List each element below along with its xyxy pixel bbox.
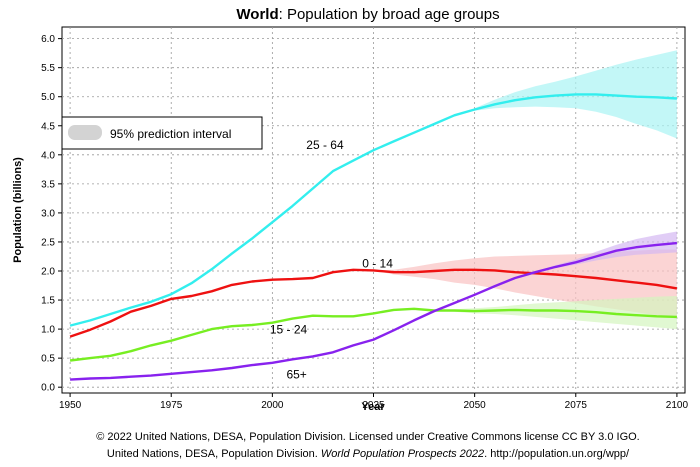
y-tick-label: 4.0 (41, 150, 55, 161)
legend: 95% prediction interval (61, 116, 263, 150)
band-15-24 (434, 296, 677, 330)
footer-license: © 2022 United Nations, DESA, Population … (96, 431, 640, 443)
series-annotations: 25 - 64 0 - 14 15 - 24 65+ (270, 138, 393, 381)
y-tick-label: 3.5 (41, 179, 55, 190)
line-25-64 (69, 93, 677, 327)
legend-label: 95% prediction interval (110, 127, 231, 141)
x-tick-label: 2100 (666, 400, 689, 411)
y-tick-label: 2.0 (41, 267, 55, 278)
series-annotation: 15 - 24 (270, 323, 308, 337)
y-tick-label: 0.5 (41, 354, 55, 365)
y-axis-title: Population (billions) (12, 157, 24, 263)
legend-swatch (68, 125, 102, 140)
x-tick-label: 1950 (59, 400, 82, 411)
y-tick-label: 4.5 (41, 121, 55, 132)
series-annotation: 65+ (286, 367, 306, 381)
x-tick-label: 2050 (464, 400, 487, 411)
y-tick-label: 3.0 (41, 208, 55, 219)
footer-source-italic: World Population Prospects 2022 (321, 448, 484, 460)
y-tick-label: 5.5 (41, 63, 55, 74)
x-tick-label: 1975 (160, 400, 183, 411)
y-tick-label: 5.0 (41, 92, 55, 103)
chart-title-rest: : Population by broad age groups (279, 6, 500, 23)
series-lines (69, 93, 678, 381)
x-tick-label: 2000 (261, 400, 284, 411)
x-axis-title: Year (361, 401, 385, 413)
line-0-14 (69, 268, 678, 338)
chart-title: World: Population by broad age groups (236, 6, 499, 23)
grid (62, 27, 685, 393)
y-tick-label: 1.5 (41, 296, 55, 307)
line-65- (70, 241, 678, 381)
x-ticks: 1950 1975 2000 2025 2050 2075 2100 (59, 393, 689, 411)
series-annotation: 25 - 64 (306, 138, 344, 152)
x-tick-label: 2075 (565, 400, 588, 411)
series-annotation: 0 - 14 (362, 257, 393, 271)
y-tick-label: 2.5 (41, 237, 55, 248)
y-tick-label: 6.0 (41, 34, 55, 45)
y-tick-label: 1.0 (41, 325, 55, 336)
x-tick-label: 2025 (362, 400, 385, 411)
line-15-24 (69, 307, 677, 362)
y-tick-label: 0.0 (41, 383, 55, 394)
y-ticks: 0.0 0.5 1.0 1.5 2.0 2.5 3.0 3.5 4.0 4.5 5.0 5.5 6.0 (41, 34, 62, 394)
footer-source-post: . http://population.un.org/wpp/ (484, 448, 630, 460)
footer-source: United Nations, DESA, Population Divisio… (107, 448, 630, 460)
chart-title-bold: World (236, 6, 278, 23)
footer-source-pre: United Nations, DESA, Population Divisio… (107, 448, 321, 460)
